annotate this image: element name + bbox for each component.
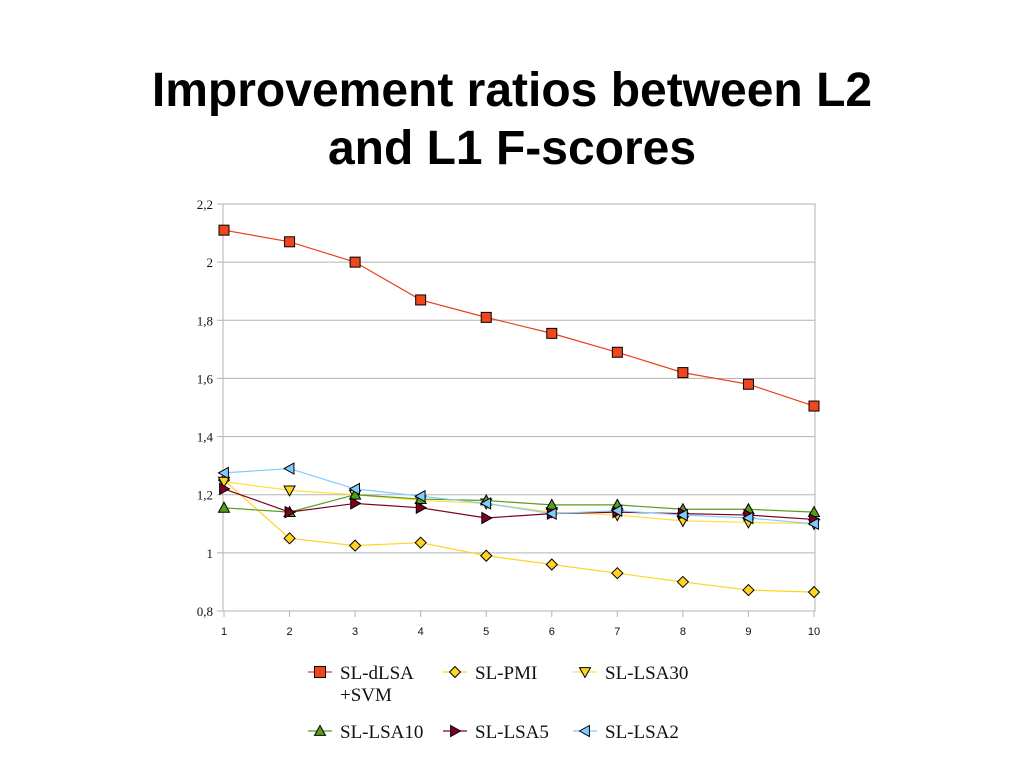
series-group [217, 224, 821, 599]
data-point [348, 488, 362, 500]
data-point [217, 501, 231, 513]
legend-marker [578, 667, 592, 679]
legend-label: SL-LSA5 [475, 722, 549, 743]
legend-label: SL-LSA10 [340, 722, 423, 743]
legend-item: SL-LSA10 [308, 722, 423, 743]
data-point [284, 505, 297, 519]
data-point [480, 549, 493, 562]
legend-label-line2: +SVM [340, 685, 392, 706]
legend-item: SL-LSA30 [573, 663, 688, 684]
data-point [481, 511, 493, 525]
data-point [414, 489, 426, 503]
data-point [677, 367, 689, 379]
data-point [218, 224, 230, 236]
data-point [284, 236, 296, 248]
series-line [223, 229, 815, 407]
data-point [415, 501, 428, 515]
y-tick-label: 2,2 [197, 197, 213, 212]
series-sl-lsa2 [217, 462, 819, 531]
x-tick-label: 6 [549, 626, 555, 638]
data-point [807, 585, 821, 599]
plot-frame [222, 203, 816, 612]
data-point [480, 311, 492, 323]
legend-label: SL-LSA2 [605, 722, 679, 743]
data-point [283, 462, 295, 475]
slide-title: Improvement ratios between L2 and L1 F-s… [0, 62, 1024, 178]
data-point [349, 256, 361, 268]
data-point [610, 504, 623, 518]
data-point [283, 532, 296, 545]
data-point [742, 378, 754, 390]
series-line [223, 488, 815, 521]
series-line [223, 481, 815, 525]
x-tick-label: 9 [745, 626, 751, 638]
data-point [217, 476, 231, 489]
data-point [283, 485, 296, 497]
x-tick-label: 4 [418, 626, 424, 638]
data-point [348, 482, 361, 496]
x-tick-label: 3 [352, 626, 358, 638]
series-sl-pmi [217, 473, 821, 599]
y-axis: 0,8 1 1,2 1,4 1,6 1,8 2 2,2 [197, 197, 224, 619]
legend-marker [448, 665, 462, 679]
x-tick-label: 8 [680, 626, 686, 638]
y-tick-label: 1,6 [197, 371, 214, 386]
plot-area [222, 203, 816, 612]
legend-marker [578, 724, 590, 738]
data-point [808, 400, 820, 412]
series-line [223, 494, 815, 513]
series-line [223, 467, 815, 525]
gridlines [223, 203, 815, 612]
data-point [546, 327, 558, 339]
legend-label: SL-dLSA [340, 663, 414, 684]
legend-marker [314, 666, 326, 678]
data-point [350, 497, 362, 510]
legend-label: SL-PMI [475, 663, 537, 684]
y-tick-label: 1,4 [197, 430, 214, 445]
y-tick-label: 0,8 [197, 604, 213, 619]
legend-item: SL-LSA5 [443, 722, 549, 743]
y-tick-label: 1 [207, 546, 214, 561]
data-point [611, 346, 623, 358]
data-point [676, 508, 688, 522]
series-line [223, 479, 815, 593]
data-point [217, 466, 229, 480]
x-tick-label: 5 [483, 626, 489, 638]
title-line-1: Improvement ratios between L2 [151, 64, 873, 118]
data-point [611, 567, 624, 580]
y-tick-label: 1,2 [197, 488, 213, 503]
data-point [545, 507, 557, 520]
legend-marker [450, 724, 462, 738]
legend-item: SL-PMI [443, 663, 537, 684]
x-tick-label: 10 [808, 626, 820, 638]
x-axis: 1 2 3 4 5 6 7 8 9 10 [221, 611, 820, 638]
legend-item: SL-dLSA+SVM [308, 663, 414, 706]
y-tick-label: 1,8 [197, 313, 213, 328]
series-sl-dlsa [218, 224, 820, 412]
x-tick-label: 7 [614, 626, 620, 638]
data-point [676, 575, 690, 589]
x-tick-label: 1 [221, 626, 227, 638]
title-line-2: and L1 F-scores [327, 122, 697, 176]
data-point [479, 497, 492, 510]
y-tick-label: 2 [207, 255, 214, 270]
x-tick-label: 2 [286, 626, 292, 638]
data-point [545, 558, 558, 571]
data-point [348, 539, 362, 552]
data-point [807, 517, 819, 531]
data-point [414, 536, 427, 549]
data-point [415, 294, 427, 306]
legend-marker [313, 724, 327, 736]
legend-item: SL-LSA2 [573, 722, 679, 743]
data-point [742, 583, 755, 597]
legend-label: SL-LSA30 [605, 663, 688, 684]
data-point [741, 511, 754, 525]
data-point [219, 482, 231, 496]
legend: SL-dLSA+SVM SL-PMI SL-LSA30 SL-LSA10 SL-LSA5… [308, 663, 688, 743]
data-point [545, 498, 559, 510]
